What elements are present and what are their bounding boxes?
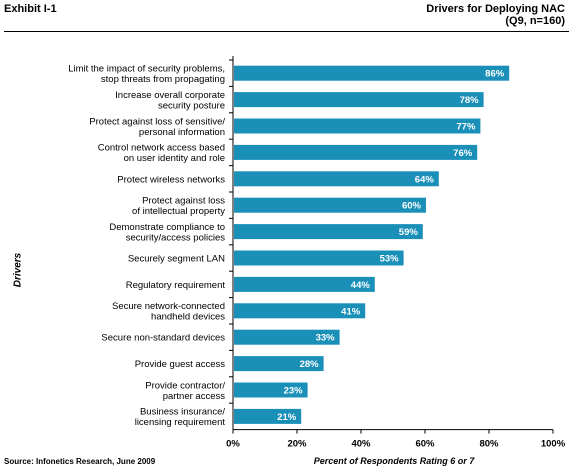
category-label: Securely segment LAN bbox=[128, 254, 225, 265]
bar bbox=[234, 250, 404, 266]
bar-value-label: 23% bbox=[284, 386, 304, 397]
bar bbox=[234, 356, 324, 372]
category-label: Provide guest access bbox=[135, 359, 226, 370]
category-label: Increase overall corporate security postu… bbox=[115, 90, 225, 112]
bar bbox=[234, 303, 366, 319]
bar bbox=[234, 276, 375, 292]
category-label-line: Secure network-connected bbox=[112, 301, 225, 312]
bar bbox=[234, 329, 340, 345]
bar bbox=[234, 118, 481, 134]
bar bbox=[234, 224, 423, 240]
bar-value-label: 59% bbox=[399, 227, 419, 238]
category-label-line: licensing requirement bbox=[135, 417, 226, 428]
category-label-line: Business insurance/ bbox=[140, 407, 225, 418]
category-label-line: stop threats from propagating bbox=[101, 74, 225, 85]
category-label: Control network access based on user iden… bbox=[98, 143, 225, 165]
bar bbox=[234, 382, 308, 398]
category-label-line: personal information bbox=[139, 127, 225, 138]
bar bbox=[234, 197, 426, 213]
category-label: Business insurance/licensing requirement bbox=[135, 407, 226, 429]
bar bbox=[234, 408, 302, 424]
x-axis-title: Percent of Respondents Rating 6 or 7 bbox=[313, 456, 475, 466]
chart-title-block: Drivers for Deploying NAC (Q9, n=160) bbox=[426, 3, 565, 27]
category-label-line: security/access policies bbox=[126, 232, 226, 243]
category-label: Secure network-connected handheld devices bbox=[112, 301, 225, 323]
bar-value-label: 44% bbox=[351, 280, 371, 291]
category-label-line: Securely segment LAN bbox=[128, 254, 225, 265]
category-label-line: partner access bbox=[163, 391, 226, 402]
chart-title: Drivers for Deploying NAC bbox=[426, 3, 565, 15]
category-label: Regulatory requirement bbox=[126, 280, 226, 291]
bar-value-label: 41% bbox=[341, 306, 361, 317]
bar-value-label: 21% bbox=[277, 412, 297, 423]
source-note: Source: Infonetics Research, June 2009 bbox=[4, 457, 156, 466]
x-tick-label: 0% bbox=[226, 439, 240, 450]
category-label-line: Protect against loss bbox=[142, 195, 225, 206]
category-label-line: security posture bbox=[158, 100, 225, 111]
bar-value-label: 64% bbox=[415, 174, 435, 185]
category-label: Secure non-standard devices bbox=[101, 333, 225, 344]
category-label: Limit the impact of security problems, st… bbox=[68, 63, 225, 85]
exhibit-label: Exhibit I-1 bbox=[4, 3, 57, 15]
x-tick-label: 100% bbox=[541, 439, 566, 450]
x-tick-label: 80% bbox=[479, 439, 499, 450]
x-tick-label: 40% bbox=[351, 439, 371, 450]
bar-value-label: 78% bbox=[460, 95, 480, 106]
category-label-line: of intellectual property bbox=[132, 206, 225, 217]
x-tick-label: 20% bbox=[287, 439, 307, 450]
category-label-line: Protect wireless networks bbox=[117, 174, 225, 185]
header-rule bbox=[4, 31, 569, 32]
bar-value-label: 76% bbox=[453, 148, 473, 159]
category-label-line: Provide guest access bbox=[135, 359, 226, 370]
chart-subtitle: (Q9, n=160) bbox=[505, 15, 565, 27]
x-tick-label: 60% bbox=[415, 439, 435, 450]
category-label-line: Control network access based bbox=[98, 143, 225, 154]
bar bbox=[234, 65, 510, 81]
category-label-line: Protect against loss of sensitive/ bbox=[89, 116, 225, 127]
category-label: Demonstrate compliance to security/access… bbox=[109, 222, 225, 244]
category-label: Provide contractor/partner access bbox=[145, 380, 225, 402]
bar-value-label: 33% bbox=[316, 333, 336, 344]
category-label: Protect against loss of sensitive/person… bbox=[89, 116, 225, 138]
category-label-line: Secure non-standard devices bbox=[101, 333, 225, 344]
bar-value-label: 60% bbox=[402, 201, 422, 212]
category-label-line: Provide contractor/ bbox=[145, 380, 225, 391]
category-label-line: handheld devices bbox=[151, 312, 225, 323]
category-label: Protect wireless networks bbox=[117, 174, 225, 185]
bar-value-label: 77% bbox=[456, 122, 476, 133]
category-label-line: on user identity and role bbox=[124, 153, 225, 164]
bar-value-label: 53% bbox=[380, 254, 400, 265]
bar bbox=[234, 144, 478, 160]
bar bbox=[234, 171, 439, 187]
bar-value-label: 28% bbox=[300, 359, 320, 370]
category-label: Protect against loss of intellectual prop… bbox=[132, 195, 225, 217]
category-label-line: Regulatory requirement bbox=[126, 280, 226, 291]
category-label-line: Limit the impact of security problems, bbox=[68, 63, 225, 74]
bar-value-label: 86% bbox=[485, 69, 505, 80]
category-label-line: Demonstrate compliance to bbox=[109, 222, 225, 233]
category-label-line: Increase overall corporate bbox=[115, 90, 225, 101]
bar bbox=[234, 92, 484, 108]
